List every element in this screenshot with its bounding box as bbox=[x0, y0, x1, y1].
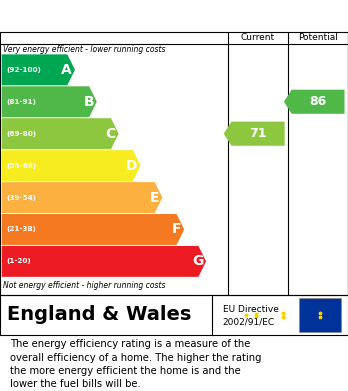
Text: (55-68): (55-68) bbox=[6, 163, 36, 169]
Text: Not energy efficient - higher running costs: Not energy efficient - higher running co… bbox=[3, 280, 166, 289]
Text: (1-20): (1-20) bbox=[6, 258, 31, 264]
Text: England & Wales: England & Wales bbox=[7, 305, 191, 325]
Text: D: D bbox=[126, 159, 138, 172]
Polygon shape bbox=[2, 182, 163, 213]
Text: E: E bbox=[150, 190, 160, 204]
Text: (69-80): (69-80) bbox=[6, 131, 36, 137]
Text: G: G bbox=[192, 255, 203, 268]
Text: 2002/91/EC: 2002/91/EC bbox=[223, 318, 275, 327]
Text: 71: 71 bbox=[249, 127, 267, 140]
Polygon shape bbox=[284, 90, 345, 114]
Text: F: F bbox=[172, 222, 181, 237]
Text: Very energy efficient - lower running costs: Very energy efficient - lower running co… bbox=[3, 45, 166, 54]
Text: (81-91): (81-91) bbox=[6, 99, 36, 105]
Polygon shape bbox=[2, 118, 119, 149]
Bar bbox=[299, 298, 341, 332]
Polygon shape bbox=[2, 86, 97, 117]
Text: 86: 86 bbox=[309, 95, 327, 108]
Text: (39-54): (39-54) bbox=[6, 195, 36, 201]
Text: The energy efficiency rating is a measure of the
overall efficiency of a home. T: The energy efficiency rating is a measur… bbox=[10, 339, 262, 389]
Text: (21-38): (21-38) bbox=[6, 226, 36, 233]
Text: B: B bbox=[84, 95, 94, 109]
Polygon shape bbox=[224, 122, 285, 146]
Polygon shape bbox=[2, 246, 206, 277]
Polygon shape bbox=[2, 214, 184, 245]
Text: Potential: Potential bbox=[298, 33, 338, 42]
Text: A: A bbox=[62, 63, 72, 77]
Polygon shape bbox=[2, 150, 141, 181]
Text: Current: Current bbox=[241, 33, 275, 42]
Text: (92-100): (92-100) bbox=[6, 67, 41, 73]
Text: EU Directive: EU Directive bbox=[223, 305, 279, 314]
Polygon shape bbox=[2, 54, 75, 85]
Text: Energy Efficiency Rating: Energy Efficiency Rating bbox=[10, 9, 220, 23]
Text: C: C bbox=[106, 127, 116, 141]
